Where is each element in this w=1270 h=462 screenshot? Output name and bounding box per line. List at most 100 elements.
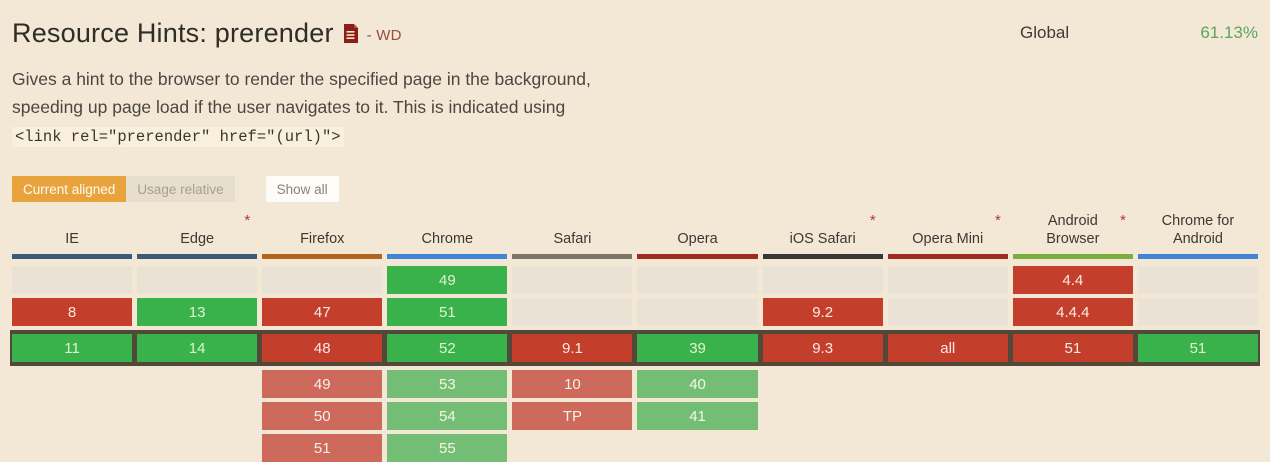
support-cell[interactable]: 13 [137,298,258,326]
page-title: Resource Hints: prerender - WD [12,16,402,50]
browser-header: Opera Mini * [888,211,1008,251]
browser-header: iOS Safari * [763,211,883,251]
support-table: IE Edge * Firefox Chrome Safari Opera iOS Safar… [0,211,1270,462]
browser-usage-bar [1137,254,1258,259]
support-cell[interactable]: 39 [637,334,758,362]
empty-version-cell [762,266,883,294]
feature-title-text: Resource Hints: prerender [12,17,334,48]
support-cell[interactable]: 10 [512,370,633,398]
browser-usage-bar [12,254,133,259]
browser-header: Opera [637,211,757,251]
support-cell[interactable]: 4.4.4 [1012,298,1133,326]
browser-header: Safari [512,211,632,251]
browser-name: Edge [180,230,215,247]
support-cell[interactable]: 51 [387,298,508,326]
inline-code-snippet: <link rel="prerender" href="(url)"> [12,127,344,147]
blank-slot [1138,370,1258,398]
support-cell[interactable]: 48 [262,334,383,362]
version-row: 49 4.4 [12,266,1258,294]
empty-version-cell [1137,298,1258,326]
support-cell[interactable]: 11 [12,334,133,362]
blank-slot [1013,402,1133,430]
support-cell[interactable]: 41 [637,402,758,430]
empty-version-cell [1137,266,1258,294]
description-text: Gives a hint to the browser to render th… [12,69,591,117]
blank-slot [12,370,132,398]
support-cell[interactable]: 9.3 [762,334,883,362]
global-usage-stat: Global 61.13% [1020,23,1258,43]
blank-slot [888,402,1008,430]
current-aligned-button[interactable]: Current aligned [12,176,127,202]
support-cell[interactable]: 53 [387,370,508,398]
empty-version-cell [262,266,383,294]
empty-version-cell [637,266,758,294]
support-cell[interactable]: 55 [387,434,508,462]
current-version-row: 11 14 48 52 9.1 39 9.3 all 51 51 [10,330,1260,366]
blank-slot [512,434,632,462]
support-cell[interactable]: 9.2 [762,298,883,326]
browser-usage-bar [637,254,758,259]
support-cell[interactable]: 4.4 [1012,266,1133,294]
browser-name: Android Browser [1046,213,1100,247]
browser-header-row: IE Edge * Firefox Chrome Safari Opera iOS Safar… [12,211,1258,251]
blank-slot [888,370,1008,398]
browser-name: iOS Safari [789,230,856,247]
note-asterisk-icon: * [1120,212,1126,229]
browser-header: Chrome for Android [1138,211,1258,251]
blank-slot [637,434,757,462]
browser-usage-bar [887,254,1008,259]
browser-name: Opera Mini [912,230,984,247]
note-asterisk-icon: * [994,212,1001,229]
page-header: Resource Hints: prerender - WD Global 61… [0,0,1270,50]
spec-document-icon[interactable] [343,19,358,50]
support-cell[interactable]: 54 [387,402,508,430]
empty-version-cell [12,266,133,294]
support-cell[interactable]: 14 [137,334,258,362]
blank-slot [12,402,132,430]
support-cell[interactable]: 52 [387,334,508,362]
support-cell[interactable]: 50 [262,402,383,430]
browser-header: Edge * [137,211,257,251]
blank-slot [763,402,883,430]
blank-slot [137,402,257,430]
empty-version-cell [637,298,758,326]
browser-header: IE [12,211,132,251]
version-row: 8 13 47 51 9.2 4.4.4 [12,298,1258,326]
blank-slot [12,434,132,462]
support-cell[interactable]: 47 [262,298,383,326]
blank-slot [137,434,257,462]
blank-slot [763,370,883,398]
empty-version-cell [512,266,633,294]
browser-header: Android Browser * [1013,211,1133,251]
support-cell[interactable]: 8 [12,298,133,326]
support-cell[interactable]: all [887,334,1008,362]
usage-relative-button[interactable]: Usage relative [126,176,235,202]
global-label: Global [1020,23,1070,42]
version-row: 50 54 TP 41 [12,402,1258,430]
spec-status-label: - WD [366,26,402,44]
blank-slot [1138,434,1258,462]
support-cell[interactable]: 49 [262,370,383,398]
browser-name: Opera [677,230,718,247]
support-cell[interactable]: 49 [387,266,508,294]
support-cell[interactable]: 51 [262,434,383,462]
support-cell[interactable]: TP [512,402,633,430]
browser-name: Safari [553,230,592,247]
support-cell[interactable]: 51 [1012,334,1133,362]
show-all-button[interactable]: Show all [265,176,339,202]
blank-slot [763,434,883,462]
empty-version-cell [887,298,1008,326]
feature-description: Gives a hint to the browser to render th… [12,65,608,151]
note-asterisk-icon: * [244,212,251,229]
support-cell[interactable]: 51 [1137,334,1258,362]
support-cell[interactable]: 40 [637,370,758,398]
blank-slot [1013,434,1133,462]
browser-usage-bar [1012,254,1133,259]
blank-slot [888,434,1008,462]
view-controls: Current aligned Usage relative Show all [12,176,1258,202]
browser-usage-bar [512,254,633,259]
version-row: 49 53 10 40 [12,370,1258,398]
blank-slot [137,370,257,398]
empty-version-cell [887,266,1008,294]
support-cell[interactable]: 9.1 [512,334,633,362]
